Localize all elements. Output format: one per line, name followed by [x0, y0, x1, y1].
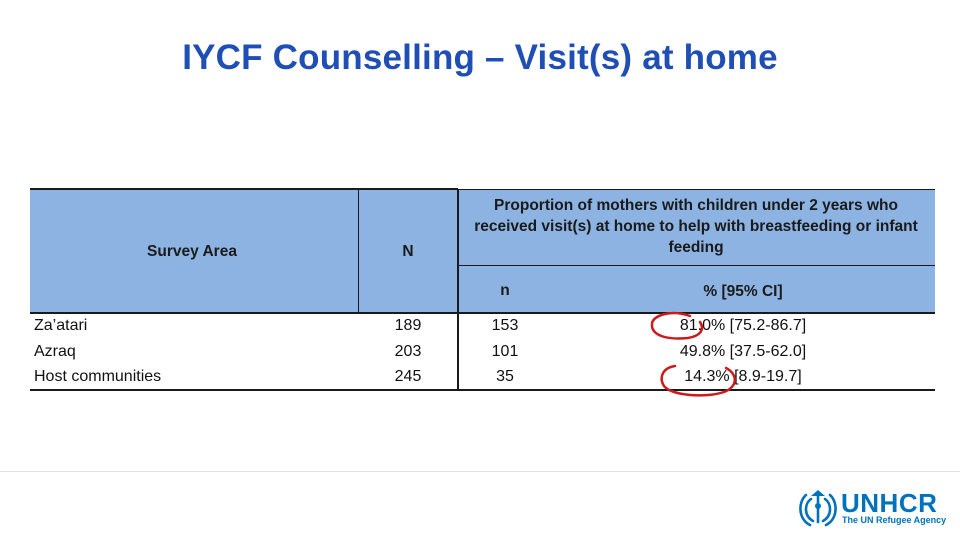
header-N: N — [402, 243, 414, 260]
row-N: 203 — [394, 343, 422, 360]
row-area: Za’atari — [34, 317, 88, 334]
row-pct: 81.0% [75.2-86.7] — [679, 317, 807, 334]
rule-header-bottom — [30, 312, 935, 314]
row-N: 245 — [394, 368, 422, 385]
row-pct: 14.3% [8.9-19.7] — [684, 368, 802, 385]
rule-col-N-right — [457, 189, 459, 390]
header-n: n — [500, 282, 510, 299]
rule-top-right — [458, 189, 935, 190]
rule-col-N-left — [358, 189, 359, 313]
row-n: 35 — [496, 368, 514, 385]
row-n: 153 — [491, 317, 519, 334]
row-N: 189 — [394, 317, 422, 334]
header-pct: % [95% CI] — [703, 283, 783, 300]
logo-wordmark: UNHCR — [841, 488, 938, 518]
header-bg-right — [458, 190, 935, 313]
row-area: Azraq — [34, 343, 76, 360]
row-pct: 49.8% [37.5-62.0] — [679, 343, 807, 360]
slide-title: IYCF Counselling – Visit(s) at home — [182, 38, 778, 77]
header-proportion: Proportion of mothers with children unde… — [474, 197, 918, 256]
rule-top-left — [30, 188, 458, 190]
header-survey-area: Survey Area — [147, 243, 237, 260]
rule-bottom — [30, 389, 935, 391]
unhcr-emblem-icon — [799, 490, 837, 527]
footer-divider — [0, 471, 960, 472]
rule-sub-header — [458, 265, 935, 266]
header-bg-left — [30, 190, 458, 313]
logo-subtitle: The UN Refugee Agency — [842, 515, 947, 525]
row-area: Host communities — [34, 368, 162, 385]
row-n: 101 — [491, 343, 519, 360]
